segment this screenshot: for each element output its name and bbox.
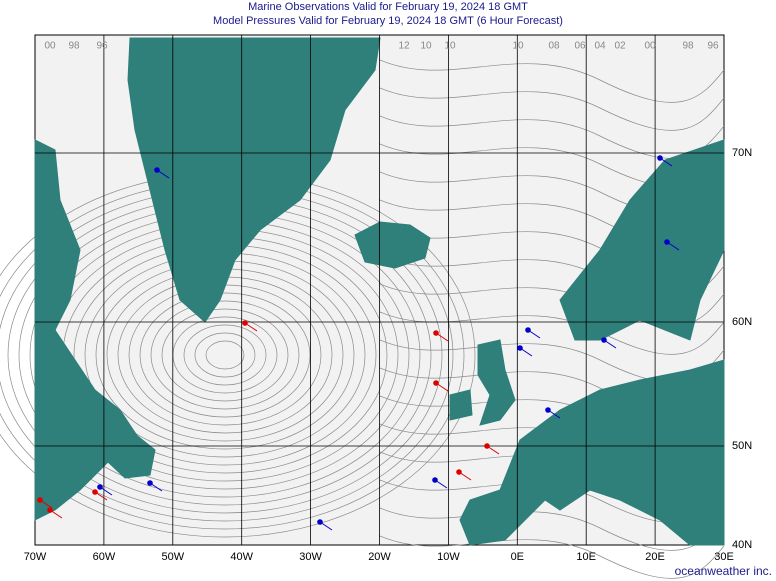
wind-barb — [49, 509, 63, 519]
wind-barb — [156, 169, 170, 179]
subtitle: Model Pressures Valid for February 19, 2… — [213, 15, 563, 27]
isobar-label: 10 — [512, 41, 524, 52]
graticule — [35, 35, 724, 545]
wind-barb — [149, 482, 163, 492]
isobar-label: 10 — [420, 41, 432, 52]
longitude-label: 20W — [368, 551, 391, 563]
title: Marine Observations Valid for February 1… — [248, 1, 528, 13]
longitude-label: 40W — [230, 551, 253, 563]
isobar-label: 06 — [574, 41, 586, 52]
isobar-label: 00 — [44, 41, 56, 52]
isobar-label: 10 — [444, 41, 456, 52]
wind-barb — [99, 486, 113, 496]
isobar-label: 04 — [594, 41, 606, 52]
isobar — [150, 300, 300, 410]
longitude-label: 0E — [511, 551, 524, 563]
wind-barb — [527, 329, 541, 339]
wind-barb — [458, 471, 472, 481]
longitude-label: 70W — [24, 551, 47, 563]
wind-barb — [435, 332, 449, 342]
wind-barb — [659, 157, 673, 167]
greenland — [127, 37, 381, 323]
europe — [459, 359, 725, 546]
isobar — [205, 340, 245, 370]
latitude-label: 60N — [732, 316, 752, 328]
wind-barb — [666, 241, 680, 251]
isobar — [379, 59, 725, 103]
wind-barb — [39, 499, 53, 509]
longitude-label: 10E — [576, 551, 596, 563]
latitude-label: 50N — [732, 440, 752, 452]
isobar — [161, 308, 289, 402]
isobar — [183, 324, 267, 386]
longitude-label: 10W — [437, 551, 460, 563]
labels: 70W 60W 50W 40W 30W 20W 10W 0E 10E 20E 30E 70N 60N 50… — [24, 41, 753, 563]
wind-barb — [486, 445, 500, 455]
isobar-label: 96 — [707, 41, 719, 52]
wind-barb — [244, 322, 258, 332]
wind-barb — [94, 491, 108, 501]
isobar-label: 12 — [398, 41, 410, 52]
longitude-label: 20E — [645, 551, 665, 563]
isobar-label: 08 — [548, 41, 560, 52]
isobar-label: 00 — [644, 41, 656, 52]
wind-barb — [519, 347, 533, 357]
longitude-label: 50W — [161, 551, 184, 563]
wind-barb — [434, 479, 448, 489]
wind-barb — [435, 382, 449, 392]
wind-barb — [603, 339, 617, 349]
latitude-label: 40N — [732, 539, 752, 551]
map — [0, 34, 725, 579]
iceland — [354, 221, 431, 269]
british-isles — [449, 339, 516, 426]
longitude-label: 30W — [299, 551, 322, 563]
observations — [37, 155, 680, 531]
latitude-label: 70N — [732, 147, 752, 159]
isobar — [139, 292, 311, 418]
isobar — [379, 535, 725, 579]
isobar — [379, 87, 725, 131]
longitude-label: 30E — [714, 551, 734, 563]
isobar-label: 02 — [614, 41, 626, 52]
isobar-label: 98 — [68, 41, 80, 52]
newfoundland — [104, 429, 156, 479]
longitude-label: 60W — [93, 551, 116, 563]
isobar — [194, 332, 256, 378]
wind-barb — [547, 409, 561, 419]
wind-barb — [319, 521, 333, 531]
north-america — [34, 139, 141, 521]
isobar-label: 96 — [96, 41, 108, 52]
footer: oceanweather inc. — [675, 564, 772, 578]
land — [34, 37, 725, 546]
isobar-label: 98 — [682, 41, 694, 52]
